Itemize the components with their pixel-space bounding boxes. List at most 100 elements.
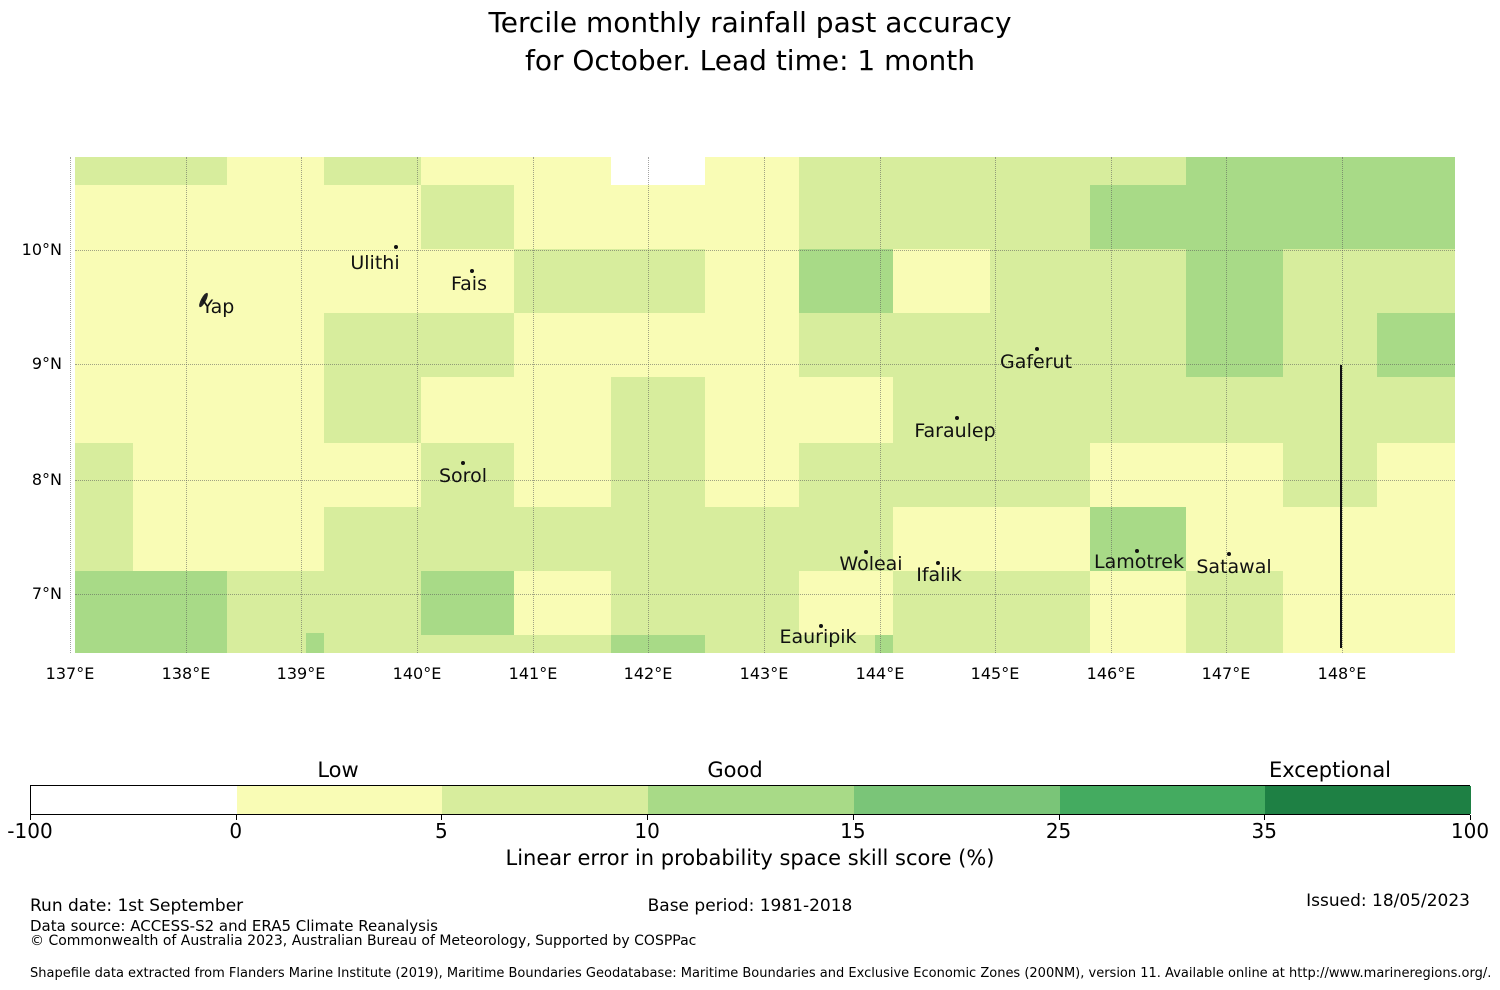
colorbar-segment (236, 786, 443, 814)
island-label-faraulep: Faraulep (914, 420, 996, 442)
grid-cell (893, 443, 990, 507)
grid-cell (990, 443, 1090, 507)
grid-cell (227, 635, 324, 653)
grid-cell (324, 249, 421, 313)
grid-cell (990, 249, 1090, 313)
grid-cell (324, 635, 421, 653)
island-label-yap: Yap (201, 296, 235, 318)
grid-cell (133, 185, 227, 249)
island-marker-woleai (864, 550, 868, 554)
grid-cell (1283, 443, 1377, 507)
meridian-gridline (417, 157, 418, 653)
colorbar-tick-mark (647, 815, 649, 820)
grid-cell (611, 313, 705, 377)
grid-cell (799, 443, 893, 507)
colorbar-segment (442, 786, 649, 814)
x-axis-tick-label: 144°E (855, 664, 905, 683)
island-marker-eauripik (819, 624, 823, 628)
grid-cell (75, 313, 133, 377)
grid-cell (1186, 507, 1283, 571)
grid-cell (611, 635, 705, 653)
grid-cell (1283, 507, 1377, 571)
grid-cell (990, 571, 1090, 635)
island-marker-lamotrek (1135, 549, 1139, 553)
meridian-gridline (70, 157, 71, 653)
x-axis-tick-label: 141°E (508, 664, 558, 683)
x-axis-tick-label: 138°E (161, 664, 211, 683)
parallel-gridline (75, 480, 1455, 481)
grid-cell (611, 507, 705, 571)
grid-cell (799, 249, 893, 313)
grid-cell (1283, 313, 1377, 377)
meridian-gridline (764, 157, 765, 653)
island-label-lamotrek: Lamotrek (1094, 551, 1184, 573)
x-axis-tick-label: 139°E (276, 664, 326, 683)
grid-cell (514, 185, 611, 249)
colorbar-tick-label: 100 (1450, 819, 1490, 843)
data-source-text: Data source: ACCESS-S2 and ERA5 Climate … (30, 917, 438, 935)
grid-cell (1283, 635, 1377, 653)
chart-title-line1: Tercile monthly rainfall past accuracy (488, 6, 1012, 39)
x-axis-tick-label: 147°E (1201, 664, 1251, 683)
meridian-gridline (186, 157, 187, 653)
island-marker-faraulep (955, 416, 959, 420)
grid-cell (1377, 249, 1455, 313)
x-axis-tick-label: 148°E (1317, 664, 1367, 683)
grid-cell (893, 185, 990, 249)
grid-cell (75, 157, 133, 185)
y-axis-tick-label: 8°N (31, 470, 62, 489)
grid-cell (705, 507, 799, 571)
grid-cell (1090, 313, 1186, 377)
grid-cell (227, 377, 324, 443)
grid-cell (514, 443, 611, 507)
grid-cell (1186, 249, 1283, 313)
grid-cell (799, 507, 893, 571)
island-label-eauripik: Eauripik (779, 626, 857, 648)
grid-cell (514, 157, 611, 185)
grid-cell (611, 377, 705, 443)
colorbar-tick-mark (1470, 815, 1471, 820)
grid-cell (75, 249, 133, 313)
y-axis-tick-label: 10°N (21, 240, 62, 259)
grid-cell (1090, 507, 1186, 571)
island-label-gaferut: Gaferut (999, 351, 1073, 373)
colorbar-segment (648, 786, 855, 814)
colorbar-segment (1265, 786, 1472, 814)
grid-cell (799, 377, 893, 443)
grid-cell (133, 571, 227, 635)
meridian-gridline (880, 157, 881, 653)
island-label-woleai: Woleai (839, 553, 903, 575)
x-axis-tick-label: 142°E (623, 664, 673, 683)
grid-cell (705, 157, 799, 185)
shapefile-attribution-text: Shapefile data extracted from Flanders M… (30, 966, 1492, 981)
island-label-fais: Fais (450, 273, 487, 295)
colorbar-segment (31, 786, 238, 814)
grid-cell (611, 185, 705, 249)
grid-cell (990, 635, 1090, 653)
grid-cell (1377, 157, 1455, 185)
grid-cell (705, 377, 799, 443)
grid-cell (133, 377, 227, 443)
meridian-gridline (1111, 157, 1112, 653)
island-label-ifalik: Ifalik (916, 564, 962, 586)
colorbar-segment (1059, 786, 1266, 814)
grid-cell (75, 443, 133, 507)
grid-cell (227, 313, 324, 377)
grid-cell (1090, 571, 1186, 635)
x-axis-tick-label: 137°E (45, 664, 95, 683)
colorbar-category-label: Low (317, 758, 359, 782)
grid-cell (893, 507, 990, 571)
island-marker-satawal (1227, 552, 1231, 556)
grid-cell (75, 507, 133, 571)
base-period-text: Base period: 1981-2018 (647, 896, 853, 916)
x-axis-tick-label: 146°E (1086, 664, 1136, 683)
colorbar-tick-mark (852, 815, 854, 820)
grid-cell (324, 313, 421, 377)
grid-cell (421, 443, 514, 507)
colorbar-category-label: Exceptional (1268, 758, 1392, 782)
grid-cell (1377, 507, 1455, 571)
island-marker-ifalik (936, 561, 940, 565)
grid-cell (799, 571, 893, 635)
grid-cell (1090, 443, 1186, 507)
